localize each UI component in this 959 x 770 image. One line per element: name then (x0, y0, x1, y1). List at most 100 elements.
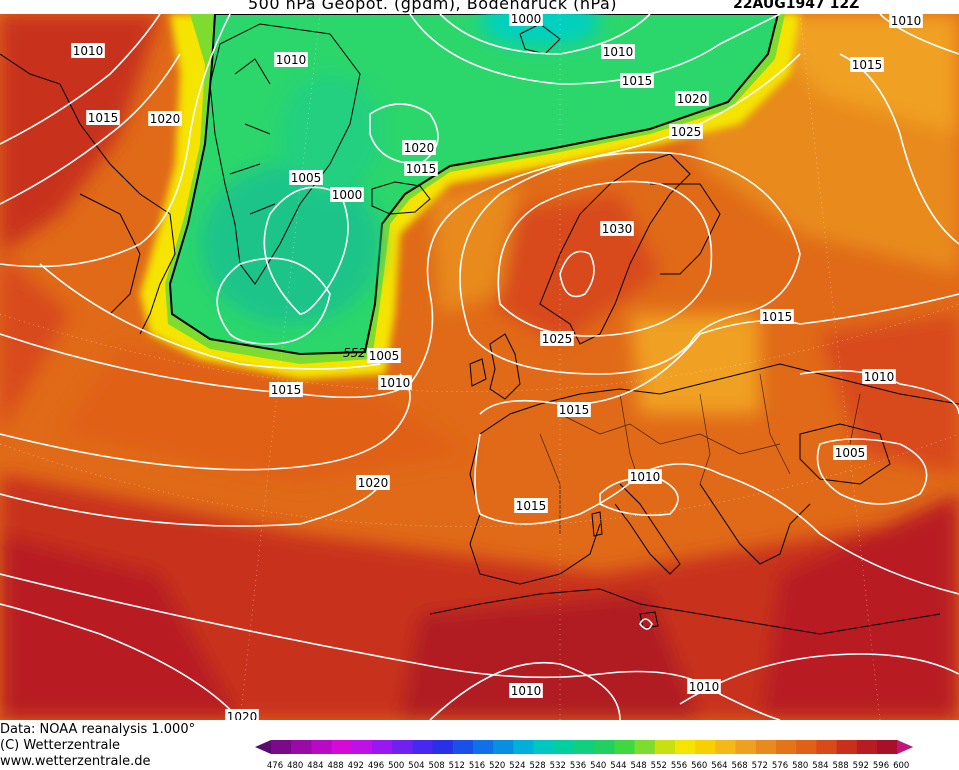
scale-swatch (816, 740, 838, 754)
scale-tick-label: 516 (469, 761, 485, 770)
scale-tick-label: 560 (691, 761, 707, 770)
scale-swatch (776, 740, 797, 754)
isobar-label: 1025 (669, 124, 703, 139)
svg-text:1015: 1015 (516, 499, 547, 513)
svg-text:1010: 1010 (864, 370, 895, 384)
scale-tick-label: 540 (590, 761, 606, 770)
scale-tick-label: 528 (529, 761, 545, 770)
scale-tick-label: 532 (550, 761, 566, 770)
isobar-label: 1025 (540, 331, 574, 346)
scale-swatch (675, 740, 696, 754)
scale-swatch (634, 740, 656, 754)
isobar-label: 1005 (833, 445, 867, 460)
isobar-label: 1010 (687, 679, 721, 694)
isobar-label: 1020 (148, 111, 182, 126)
svg-text:1015: 1015 (622, 74, 653, 88)
isobar-label: 1015 (269, 382, 303, 397)
svg-text:1015: 1015 (406, 162, 437, 176)
svg-text:1015: 1015 (88, 111, 119, 125)
data-source: Data: NOAA reanalysis 1.000° (0, 722, 196, 737)
isobar-label: 1010 (889, 14, 923, 28)
trough-core (200, 14, 600, 324)
graticule (0, 14, 959, 720)
scale-tick-label: 508 (428, 761, 444, 770)
map-timestamp: 22AUG1947 12Z (733, 0, 860, 12)
scale-tick-label: 564 (711, 761, 727, 770)
svg-text:1000: 1000 (511, 14, 542, 26)
scale-swatch (331, 740, 353, 754)
scale-tick-label: 500 (388, 761, 404, 770)
svg-text:552: 552 (343, 346, 366, 360)
scale-tick-label: 496 (368, 761, 384, 770)
isobar-label: 1010 (71, 43, 105, 58)
isobar-label: 1000 (509, 14, 543, 26)
scale-tick-label: 488 (327, 761, 343, 770)
isobar-label: 1005 (289, 170, 323, 185)
scale-tick-label: 520 (489, 761, 505, 770)
scale-swatch (392, 740, 413, 754)
svg-text:1010: 1010 (630, 470, 661, 484)
copyright: (C) Wetterzentrale (0, 738, 121, 753)
scale-tick-label: 484 (307, 761, 323, 770)
scale-tick-label: 552 (651, 761, 667, 770)
scale-tick-label: 568 (731, 761, 747, 770)
svg-text:1010: 1010 (380, 376, 411, 390)
scale-swatch (877, 740, 898, 754)
map-title: 500 hPa Geopot. (gpdm), Bodendruck (hPa) (248, 0, 618, 13)
scale-tick-label: 476 (267, 761, 283, 770)
scale-swatch (796, 740, 817, 754)
scale-tick-label: 596 (873, 761, 889, 770)
scale-swatch (513, 740, 535, 754)
scale-tick-label: 544 (610, 761, 626, 770)
svg-text:1020: 1020 (677, 92, 708, 106)
svg-text:1020: 1020 (404, 141, 435, 155)
isobar-label: 1015 (557, 402, 591, 417)
isobar-label: 1010 (378, 375, 412, 390)
svg-text:1020: 1020 (358, 476, 389, 490)
scale-tick-label: 592 (853, 761, 869, 770)
svg-text:1010: 1010 (689, 680, 720, 694)
scale-tick-label: 548 (630, 761, 646, 770)
scale-swatch (452, 740, 474, 754)
weather-map: 1010 1015 1020 1010 1005 1000 1020 1015 1000 1010… (0, 14, 959, 720)
scale-swatch (533, 740, 555, 754)
contour-label-552: 552 (343, 346, 366, 360)
isobar-label: 1015 (514, 498, 548, 513)
scale-tick-label: 556 (671, 761, 687, 770)
isobar-label: 1010 (274, 52, 308, 67)
isobar-label: 1020 (675, 91, 709, 106)
scale-tick-label: 480 (287, 761, 303, 770)
scale-tick-label: 492 (348, 761, 364, 770)
isobar-label: 1020 (356, 475, 390, 490)
svg-text:1010: 1010 (603, 45, 634, 59)
scale-swatch (755, 740, 777, 754)
isobar-label: 1015 (404, 161, 438, 176)
scale-tick-label: 588 (832, 761, 848, 770)
isobar-label: 1020 (402, 140, 436, 155)
footer: Data: NOAA reanalysis 1.000° (C) Wetterz… (0, 722, 195, 770)
isobar-label: 1015 (620, 73, 654, 88)
svg-text:1010: 1010 (511, 684, 542, 698)
scale-tick-label: 580 (792, 761, 808, 770)
scale-swatch (372, 740, 393, 754)
isobar-label: 1030 (600, 221, 634, 236)
isobar-label: 1010 (628, 469, 662, 484)
svg-text:1015: 1015 (559, 403, 590, 417)
svg-text:1025: 1025 (671, 125, 702, 139)
svg-text:1005: 1005 (369, 349, 400, 363)
scale-tick-label: 584 (812, 761, 828, 770)
svg-text:1000: 1000 (332, 188, 363, 202)
scale-swatch (735, 740, 757, 754)
scale-swatch (432, 740, 454, 754)
isobar-label: 1010 (509, 683, 543, 698)
svg-text:1010: 1010 (891, 14, 922, 28)
scale-tick-label: 600 (893, 761, 909, 770)
svg-text:1020: 1020 (150, 112, 181, 126)
scale-swatch (291, 740, 312, 754)
scale-swatch (412, 740, 434, 754)
isobar-label: 1010 (601, 44, 635, 59)
svg-text:1030: 1030 (602, 222, 633, 236)
website-link[interactable]: www.wetterzentrale.de (0, 754, 151, 769)
scale-swatch (574, 740, 595, 754)
isobar-label: 1015 (86, 110, 120, 125)
